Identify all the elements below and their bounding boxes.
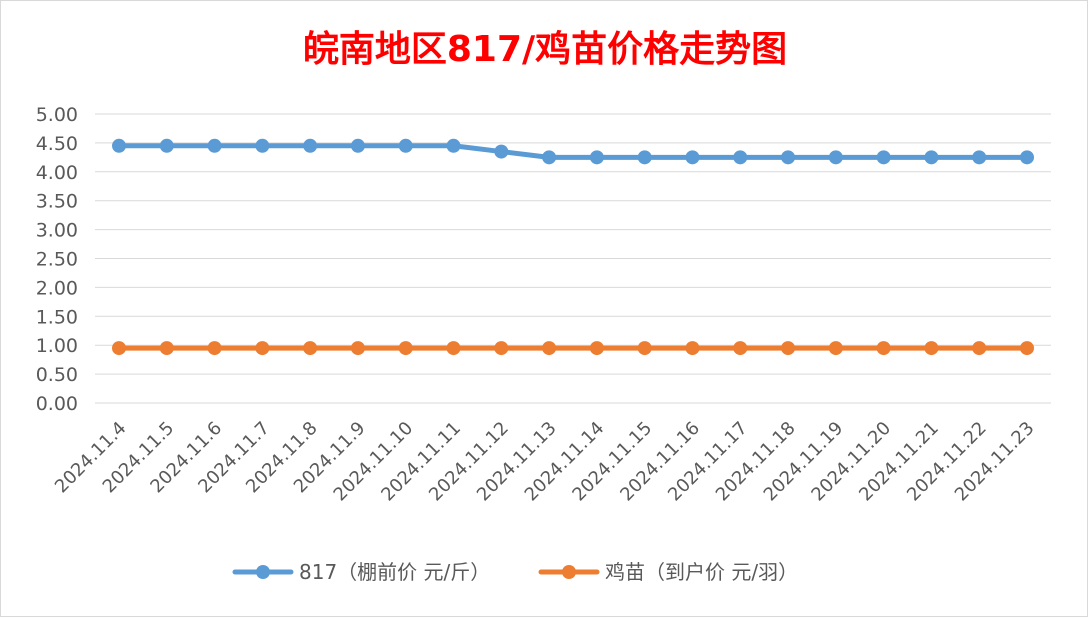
- data-point: [876, 341, 891, 356]
- data-point: [685, 341, 700, 356]
- data-point: [494, 341, 509, 356]
- data-point: [637, 150, 652, 165]
- data-point: [924, 341, 939, 356]
- data-point: [494, 144, 509, 159]
- data-point: [398, 138, 413, 153]
- chart-title: 皖南地区817/鸡苗价格走势图: [303, 29, 787, 70]
- legend-item-2: 鸡苗（到户价 元/羽）: [538, 560, 798, 584]
- data-point: [972, 150, 987, 165]
- data-point: [112, 138, 126, 153]
- data-point: [159, 341, 174, 356]
- data-point: [446, 341, 461, 356]
- data-point: [112, 341, 126, 356]
- y-axis-ticks: 0.00 0.50 1.00 1.50 2.00 2.50 3.00 3.50 4.00 4.50…: [36, 104, 78, 415]
- y-tick-label: 1.50: [36, 306, 78, 328]
- data-point: [781, 341, 796, 356]
- data-point: [350, 138, 365, 153]
- data-point: [685, 150, 700, 165]
- y-tick-label: 4.00: [36, 162, 78, 184]
- legend-swatch-marker: [562, 565, 576, 579]
- data-point: [924, 150, 939, 165]
- data-point: [303, 341, 318, 356]
- data-point: [972, 341, 987, 356]
- y-tick-label: 0.50: [36, 364, 78, 386]
- data-point: [637, 341, 652, 356]
- series-line: [116, 143, 1030, 160]
- data-point: [207, 341, 222, 356]
- y-tick-label: 3.00: [36, 220, 78, 242]
- series-2: [112, 341, 1034, 356]
- data-point: [828, 150, 843, 165]
- data-point: [733, 150, 748, 165]
- data-point: [733, 341, 748, 356]
- data-point: [255, 138, 270, 153]
- data-point: [446, 138, 461, 153]
- data-point: [207, 138, 222, 153]
- data-point: [542, 341, 557, 356]
- data-point: [781, 150, 796, 165]
- legend-label: 817（棚前价 元/斤）: [299, 560, 490, 584]
- y-tick-label: 4.50: [36, 133, 78, 155]
- data-point: [876, 150, 891, 165]
- y-tick-label: 5.00: [36, 104, 78, 126]
- data-point: [159, 138, 174, 153]
- data-point: [589, 341, 604, 356]
- x-axis-ticks: 2024.11.42024.11.52024.11.62024.11.72024…: [51, 418, 1039, 506]
- legend-swatch-marker: [256, 565, 270, 579]
- data-point: [542, 150, 557, 165]
- y-tick-label: 0.00: [36, 393, 78, 415]
- data-point: [1020, 341, 1034, 356]
- grid-lines: [95, 113, 1051, 404]
- data-point: [589, 150, 604, 165]
- data-point: [303, 138, 318, 153]
- series-layer: [112, 138, 1034, 356]
- y-tick-label: 3.50: [36, 191, 78, 213]
- legend-item-1: 817（棚前价 元/斤）: [232, 560, 490, 584]
- legend: 817（棚前价 元/斤） 鸡苗（到户价 元/羽）: [232, 560, 798, 584]
- y-tick-label: 1.00: [36, 335, 78, 357]
- legend-label: 鸡苗（到户价 元/羽）: [605, 560, 798, 584]
- data-point: [828, 341, 843, 356]
- data-point: [350, 341, 365, 356]
- data-point: [255, 341, 270, 356]
- data-point: [398, 341, 413, 356]
- series-1: [112, 138, 1034, 165]
- y-tick-label: 2.00: [36, 277, 78, 299]
- y-tick-label: 2.50: [36, 249, 78, 271]
- data-point: [1020, 150, 1034, 165]
